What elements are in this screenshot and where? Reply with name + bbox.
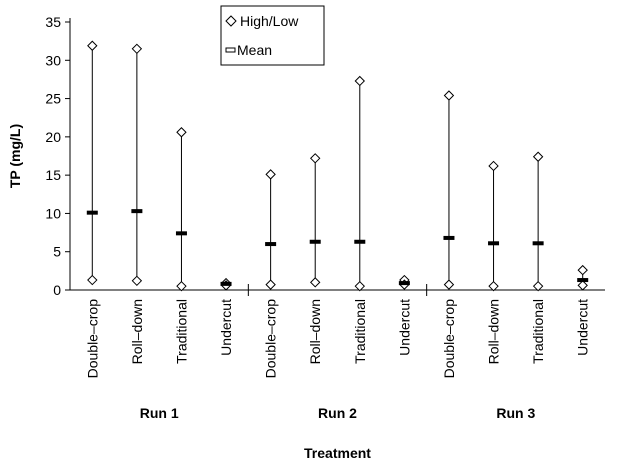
category-label: Double–crop xyxy=(84,299,100,379)
y-tick-label: 15 xyxy=(45,167,61,183)
category-label: Double–crop xyxy=(263,299,279,379)
chart-marks xyxy=(86,40,589,292)
category-label: Traditional xyxy=(352,299,368,364)
category-label: Traditional xyxy=(173,299,189,364)
mean-marker xyxy=(354,239,366,244)
mean-marker xyxy=(532,241,544,246)
high-marker xyxy=(265,169,276,180)
mean-marker xyxy=(131,209,143,214)
low-marker xyxy=(532,280,544,292)
low-marker xyxy=(577,280,588,291)
mean-marker xyxy=(265,242,277,247)
y-tick-label: 10 xyxy=(45,205,61,221)
legend-mean-marker xyxy=(225,47,236,53)
category-label: Roll–down xyxy=(129,299,145,364)
chart-labels: 0 5 10 15 20 25 30 35 Double–crop Roll–down Tradit… xyxy=(7,14,591,461)
y-tick-label: 35 xyxy=(45,14,61,30)
low-marker xyxy=(443,279,455,290)
high-marker xyxy=(310,153,321,164)
low-marker xyxy=(488,280,499,292)
y-tick-label: 25 xyxy=(45,91,61,107)
mean-marker xyxy=(398,281,410,286)
low-marker xyxy=(265,279,276,290)
high-marker xyxy=(87,40,98,51)
legend: High/Low Mean xyxy=(220,5,325,66)
group-label: Run 3 xyxy=(496,405,535,421)
category-label: Undercut xyxy=(396,299,412,356)
low-marker xyxy=(354,280,365,292)
y-tick-label: 0 xyxy=(53,282,61,298)
category-label: Undercut xyxy=(575,299,591,356)
high-marker xyxy=(131,43,143,55)
category-label: Roll–down xyxy=(486,299,502,364)
mean-marker xyxy=(488,241,500,246)
legend-diamond-marker xyxy=(225,15,237,27)
mean-marker xyxy=(577,278,589,283)
high-marker xyxy=(354,75,365,87)
mean-marker xyxy=(220,281,232,286)
category-label: Double–crop xyxy=(441,299,457,379)
mean-marker xyxy=(443,235,455,240)
y-tick-label: 30 xyxy=(45,52,61,68)
low-marker xyxy=(131,275,143,287)
y-tick-label: 5 xyxy=(53,244,61,260)
category-label: Undercut xyxy=(218,299,234,356)
high-marker xyxy=(443,90,455,101)
category-label: Traditional xyxy=(530,299,546,364)
y-axis-title: TP (mg/L) xyxy=(7,124,23,188)
low-marker xyxy=(176,280,187,292)
high-marker xyxy=(577,264,588,276)
mean-marker xyxy=(175,231,187,236)
high-marker xyxy=(176,127,187,138)
group-label: Run 2 xyxy=(318,405,357,421)
group-label: Run 1 xyxy=(140,405,179,421)
mean-marker xyxy=(86,210,98,215)
low-marker xyxy=(310,277,321,288)
category-label: Roll–down xyxy=(307,299,323,364)
legend-entry-high-low: High/Low xyxy=(240,13,299,29)
mean-marker xyxy=(309,239,321,244)
x-axis-title: Treatment xyxy=(304,445,371,461)
y-tick-label: 20 xyxy=(45,129,61,145)
legend-box xyxy=(220,5,325,66)
axes xyxy=(65,18,605,296)
legend-entry-mean: Mean xyxy=(237,42,272,58)
high-marker xyxy=(488,160,499,172)
high-marker xyxy=(532,151,544,162)
low-marker xyxy=(87,274,98,286)
